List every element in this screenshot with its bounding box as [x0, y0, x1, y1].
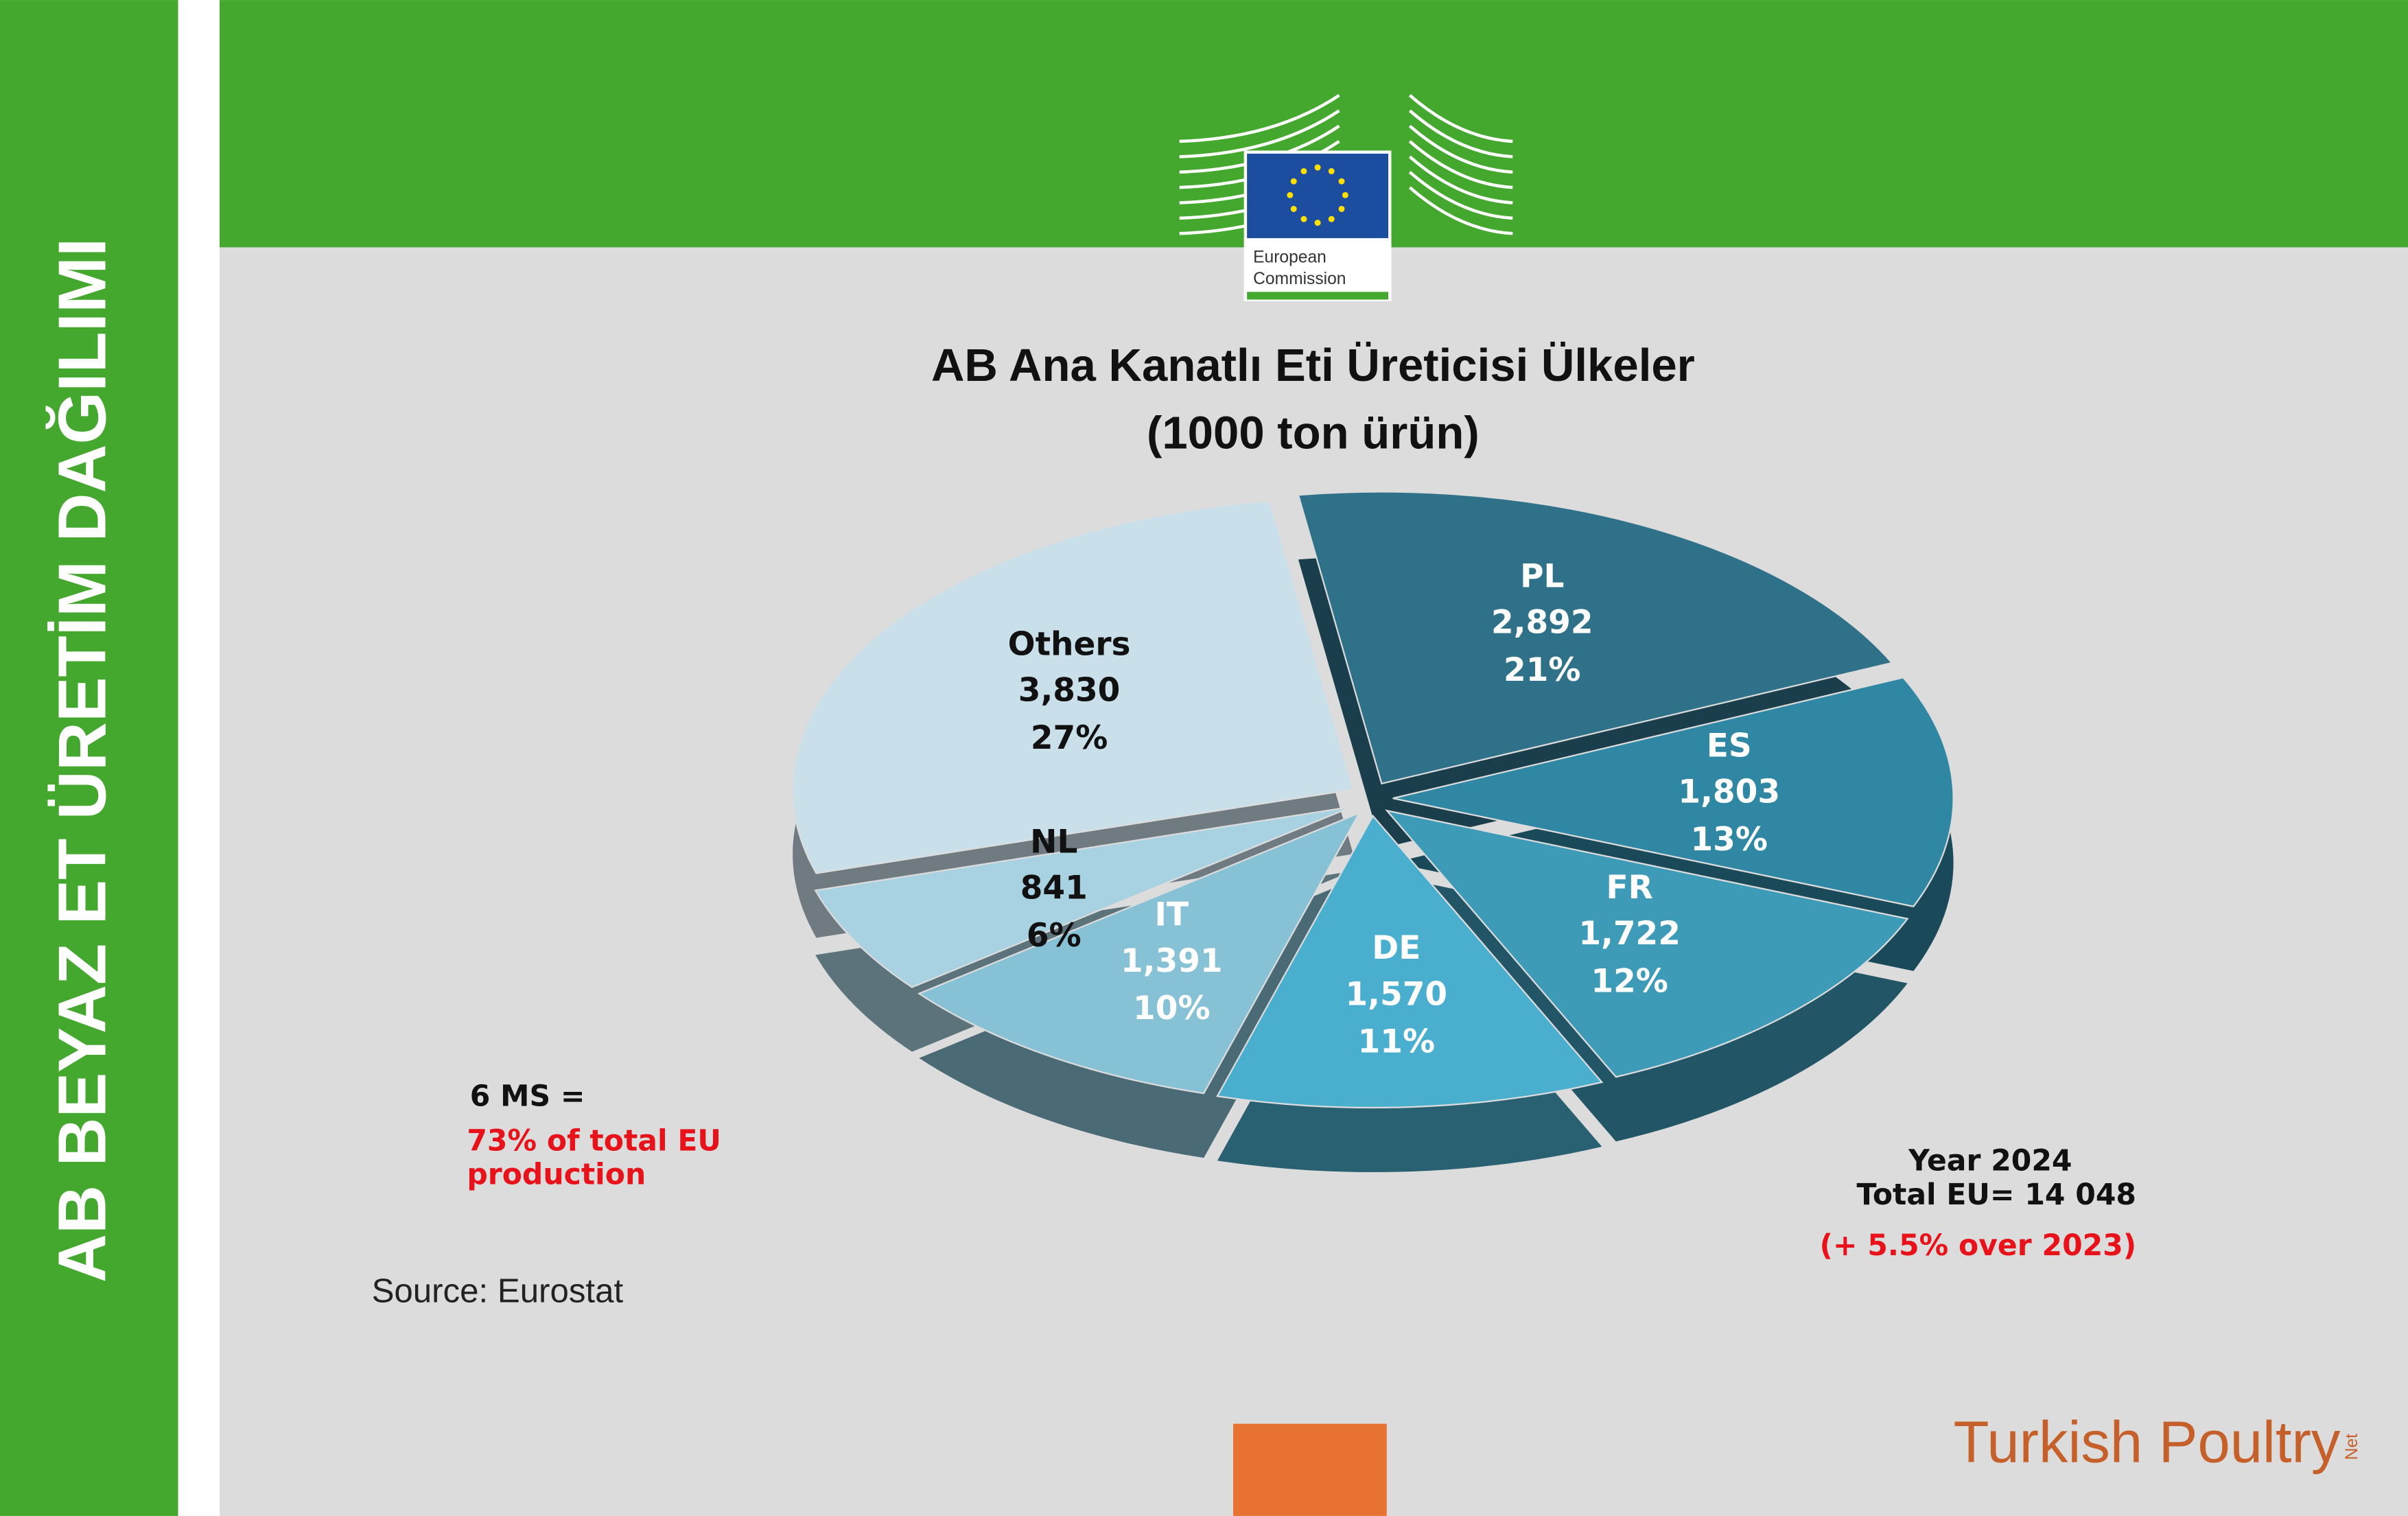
- ec-logo: European Commission: [1179, 93, 1513, 301]
- slice-label: NL: [1030, 823, 1077, 861]
- slice-label: PL: [1520, 557, 1564, 595]
- slice: [1392, 677, 1954, 908]
- orange-block: [1233, 1423, 1387, 1516]
- logo-text: Commission: [1253, 270, 1346, 288]
- slice: [917, 811, 1361, 1095]
- slice-label: Others: [1008, 626, 1131, 664]
- logo-star: [1328, 167, 1335, 174]
- annotation: Year 2024: [1908, 1145, 2072, 1178]
- value-label: 1,803: [1678, 773, 1780, 811]
- annotation: 73% of total EU production: [467, 1124, 721, 1192]
- chart-title: AB Ana Kanatlı Eti Üreticisi Ülkeler: [931, 340, 1695, 391]
- logo-star: [1338, 178, 1345, 185]
- percent-label: 12%: [1591, 963, 1668, 1001]
- percent-label: 6%: [1027, 917, 1082, 955]
- slice: [792, 500, 1355, 874]
- percent-label: 13%: [1690, 821, 1767, 859]
- logo-star: [1342, 191, 1348, 198]
- logo-star: [1300, 215, 1307, 222]
- logo-text: European: [1253, 248, 1326, 267]
- logo-star: [1287, 191, 1294, 198]
- percent-label: 11%: [1358, 1023, 1435, 1061]
- value-label: 1,570: [1345, 975, 1447, 1013]
- value-label: 1,391: [1121, 942, 1223, 980]
- slice-label: DE: [1372, 929, 1421, 967]
- logo-star: [1300, 167, 1307, 174]
- sidebar-title: AB BEYAZ ET ÜRETİM DAĞILIMI: [45, 238, 120, 1283]
- logo-star: [1328, 215, 1335, 222]
- percent-label: 10%: [1133, 990, 1210, 1027]
- annotation: Total EU= 14 048: [1856, 1178, 2136, 1212]
- logo-star: [1314, 220, 1321, 226]
- percent-label: 27%: [1031, 719, 1108, 757]
- slice: [1216, 814, 1604, 1109]
- logo-star: [1290, 205, 1297, 212]
- logo-star: [1338, 205, 1345, 212]
- slice: [1297, 491, 1894, 785]
- annotation: (+ 5.5% over 2023): [1820, 1229, 2137, 1263]
- brand: Turkish Poultry: [1954, 1410, 2341, 1476]
- pie: PL 2,892 21% ES 1,803 13% FR 1,722 12% DE 1,570 11%…: [792, 491, 1954, 1172]
- logo-star: [1290, 178, 1297, 185]
- value-label: 841: [1020, 869, 1088, 907]
- brand-suffix: Net: [2343, 1434, 2361, 1460]
- slice: [814, 806, 1353, 988]
- value-label: 3,830: [1018, 672, 1121, 710]
- sidebar: [0, 0, 178, 1516]
- logo-star: [1314, 164, 1321, 171]
- value-label: 2,892: [1491, 604, 1593, 642]
- chart-subtitle: (1000 ton ürün): [1147, 407, 1480, 458]
- slice-label: IT: [1155, 896, 1189, 934]
- sidebar-stripe: [178, 0, 220, 1516]
- annotation: 6 MS =: [470, 1080, 585, 1114]
- source: Source: Eurostat: [372, 1272, 624, 1309]
- slice-label: ES: [1707, 727, 1752, 765]
- slice-label: FR: [1606, 869, 1652, 907]
- percent-label: 21%: [1504, 651, 1580, 689]
- value-label: 1,722: [1578, 915, 1681, 953]
- slice: [1385, 809, 1909, 1078]
- annotation-box: 73% of total EU production: [467, 1124, 721, 1192]
